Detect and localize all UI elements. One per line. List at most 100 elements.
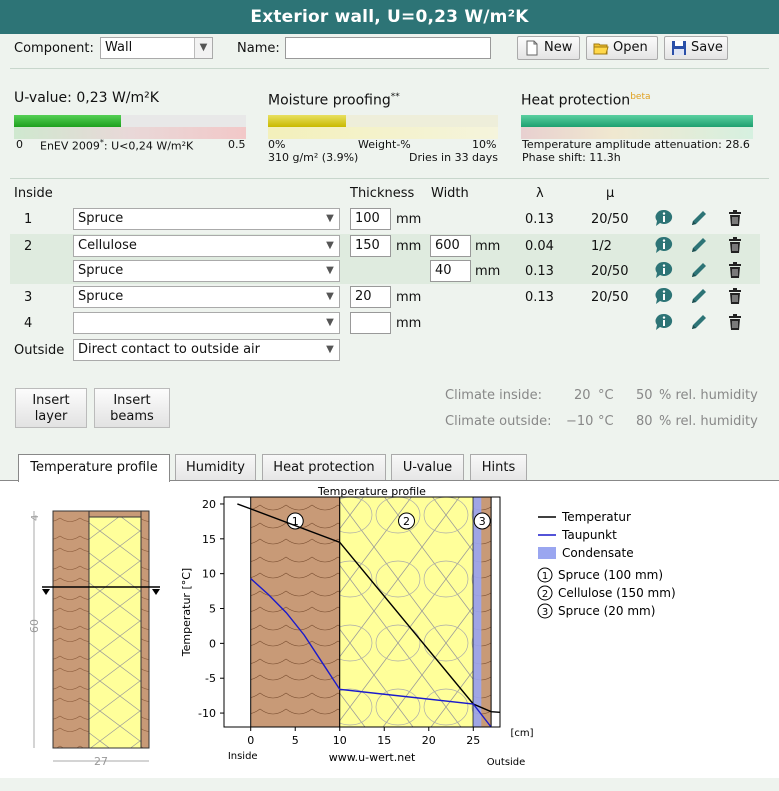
sketch-layer-cellulose	[88, 516, 142, 749]
trash-icon[interactable]	[725, 286, 745, 306]
climate-outside-temp[interactable]: −10	[566, 414, 594, 429]
x-tick-label: 25	[466, 734, 480, 747]
uvalue-enev: EnEV 2009	[40, 139, 100, 153]
new-button[interactable]: New	[517, 36, 580, 60]
heat-bar	[521, 115, 753, 139]
layer-material-select[interactable]: ▼	[73, 312, 340, 334]
edit-pencil-icon[interactable]	[689, 260, 709, 280]
layer-material-select[interactable]: Spruce ▼	[73, 286, 340, 308]
tab-temperature-profile[interactable]: Temperature profile	[18, 454, 170, 482]
layer-band	[250, 496, 341, 728]
legend-layer-number: 2	[542, 589, 548, 600]
climate-inside-temp[interactable]: 20	[574, 388, 591, 403]
moisture-scale-right: 10%	[472, 138, 497, 151]
tab-u-value[interactable]: U-value	[391, 454, 464, 480]
info-icon[interactable]	[654, 260, 674, 280]
layer-thickness-input[interactable]	[350, 312, 391, 334]
layer-lambda: 0.13	[525, 290, 554, 305]
tab-heat-protection[interactable]: Heat protection	[262, 454, 386, 480]
chevron-down-icon: ▼	[321, 287, 339, 307]
trash-icon[interactable]	[725, 208, 745, 228]
mu-header: μ	[606, 186, 615, 201]
legend-layer-1: Spruce (100 mm)	[558, 568, 663, 582]
name-label: Name:	[237, 41, 280, 56]
edit-pencil-icon[interactable]	[689, 312, 709, 332]
section-marker-icon	[42, 589, 50, 595]
layer-thickness-input[interactable]: 100	[350, 208, 391, 230]
uvalue-enev-rest: : U<0,24 W/m²K	[103, 139, 194, 153]
sketch-layer-spruce-inner	[52, 510, 90, 749]
layer-number: 2	[403, 515, 410, 528]
uvalue-bar-scale	[14, 127, 246, 139]
y-tick-label: -10	[198, 707, 216, 720]
moisture-sup: **	[390, 92, 400, 102]
legend-layer-circle	[537, 567, 553, 583]
info-icon[interactable]	[654, 208, 674, 228]
edit-pencil-icon[interactable]	[689, 235, 709, 255]
layer-width-input[interactable]: 600	[430, 235, 471, 257]
layer-number-circle	[286, 512, 304, 530]
climate-outside-unit: °C	[598, 414, 614, 429]
divider	[10, 178, 769, 179]
trash-icon[interactable]	[725, 235, 745, 255]
thickness-unit: mm	[396, 290, 422, 305]
width-header: Width	[431, 186, 469, 201]
edit-pencil-icon[interactable]	[689, 286, 709, 306]
open-button[interactable]: Open	[586, 36, 658, 60]
legend-layer-number: 3	[542, 607, 548, 618]
climate-outside-humidity[interactable]: 80	[636, 414, 653, 429]
climate-inside-humidity[interactable]: 50	[636, 388, 653, 403]
layer-material-value: Spruce	[78, 263, 124, 278]
uvalue-enev-sup: *	[99, 138, 104, 147]
x-tick-label: 20	[422, 734, 436, 747]
wall-sketch: 4 60 27	[28, 510, 160, 768]
page-title: Exterior wall, U=0,23 W/m²K	[0, 0, 779, 34]
series-line-0	[237, 503, 501, 714]
layer-material-select[interactable]: Cellulose ▼	[73, 235, 340, 257]
insert-layer-button[interactable]: Insert layer	[15, 388, 87, 428]
tab-panel: 4 60 27 1 2 3 -10 -5 0 5 10 15 20 0 5 10 15 20 25 Temper…	[0, 480, 779, 778]
layer-lambda: 0.13	[525, 212, 554, 227]
edit-pencil-icon[interactable]	[689, 208, 709, 228]
y-tick-label: 20	[202, 498, 216, 511]
climate-outside-label: Climate outside:	[445, 414, 552, 429]
tab-hints[interactable]: Hints	[470, 454, 527, 480]
dim-top: 4	[30, 515, 41, 521]
y-tick-label: 5	[209, 603, 216, 616]
insert-layer-line2: layer	[34, 409, 68, 424]
insert-beams-button[interactable]: Insert beams	[94, 388, 170, 428]
layer-number: 1	[292, 515, 299, 528]
layer-width-input[interactable]: 40	[430, 260, 471, 282]
layer-material-select[interactable]: Spruce ▼	[73, 260, 340, 282]
layer-thickness-input[interactable]: 20	[350, 286, 391, 308]
uvalue-meter: U-value: 0,23 W/m²K	[14, 90, 249, 106]
folder-icon	[593, 43, 609, 55]
uvalue-title: U-value: 0,23 W/m²K	[14, 90, 159, 106]
trash-icon[interactable]	[725, 260, 745, 280]
chevron-down-icon: ▼	[321, 261, 339, 281]
trash-icon[interactable]	[725, 312, 745, 332]
layer-material-value: Spruce	[78, 289, 124, 304]
layer-thickness-input[interactable]: 150	[350, 235, 391, 257]
legend-condensate: Condensate	[562, 546, 634, 560]
heat-bar-scale	[521, 127, 753, 139]
moisture-meter: Moisture proofing**	[268, 92, 508, 108]
outside-select[interactable]: Direct contact to outside air ▼	[73, 339, 340, 361]
info-icon[interactable]	[654, 235, 674, 255]
name-input[interactable]	[285, 37, 491, 59]
y-tick-label: 10	[202, 568, 216, 581]
info-icon[interactable]	[654, 286, 674, 306]
info-icon[interactable]	[654, 312, 674, 332]
layer-mu: 20/50	[591, 290, 629, 305]
layer-material-select[interactable]: Spruce ▼	[73, 208, 340, 230]
component-select[interactable]: Wall ▼	[100, 37, 213, 59]
layer-mu: 20/50	[591, 264, 629, 279]
moisture-title: Moisture proofing	[268, 92, 391, 109]
new-label: New	[544, 40, 573, 55]
moisture-bar	[268, 115, 498, 139]
heat-attenuation: Temperature amplitude attenuation: 28.6	[522, 138, 750, 151]
tab-humidity[interactable]: Humidity	[175, 454, 256, 480]
heat-bar-fill	[521, 115, 753, 127]
x-axis-label: [cm]	[510, 728, 533, 739]
save-button[interactable]: Save	[664, 36, 728, 60]
